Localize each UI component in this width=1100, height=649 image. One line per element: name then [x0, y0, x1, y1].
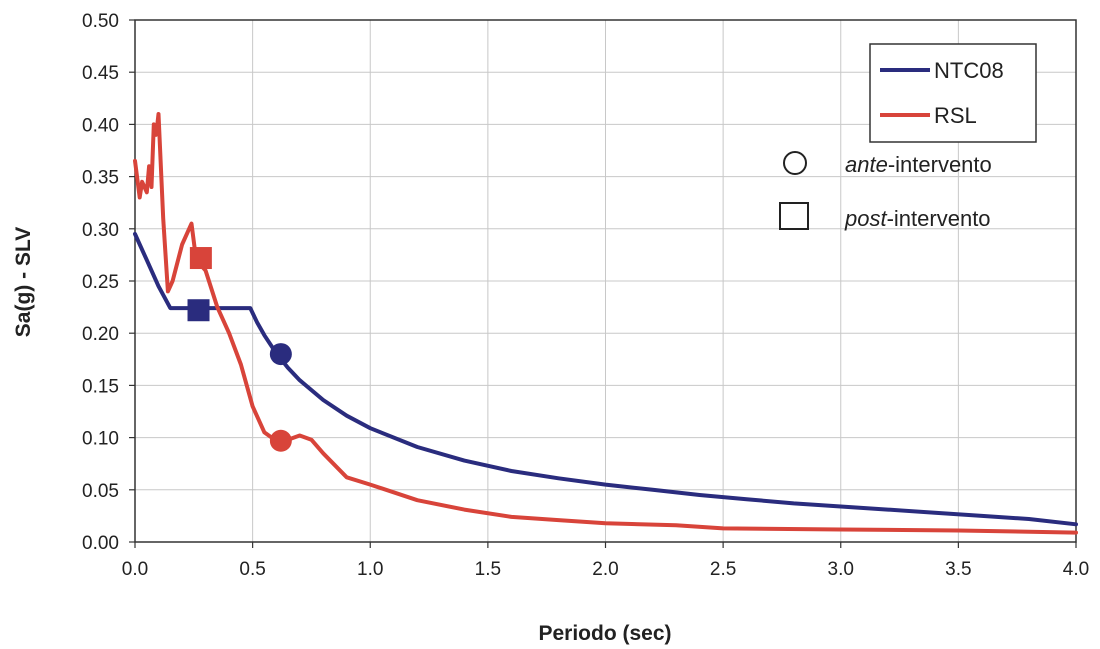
y-tick-label: 0.20 — [82, 324, 119, 345]
y-axis-ticks: 0.00 0.05 0.10 0.15 0.20 0.25 0.30 0.35 0.40 0.45… — [82, 11, 135, 554]
y-tick-label: 0.35 — [82, 168, 119, 189]
marker-legend-circle-icon — [783, 151, 807, 175]
x-tick-label: 2.0 — [592, 559, 618, 580]
marker-square-ntc08 — [187, 299, 210, 322]
y-tick-label: 0.15 — [82, 376, 119, 397]
marker-legend-post-emph: post — [844, 206, 887, 231]
y-tick-label: 0.40 — [82, 115, 119, 136]
x-tick-label: 0.0 — [122, 559, 148, 580]
x-tick-label: 3.5 — [945, 559, 971, 580]
y-tick-label: 0.00 — [82, 533, 119, 554]
legend: NTC08 RSL — [869, 43, 1037, 143]
legend-label-rsl: RSL — [934, 103, 977, 128]
x-axis-title: Periodo (sec) — [538, 622, 671, 645]
legend-label-ntc08: NTC08 — [934, 58, 1004, 83]
y-tick-label: 0.30 — [82, 220, 119, 241]
marker-legend-ante-rest: -intervento — [888, 152, 992, 177]
x-tick-label: 0.5 — [239, 559, 265, 580]
y-tick-label: 0.50 — [82, 11, 119, 32]
y-tick-label: 0.05 — [82, 481, 119, 502]
x-axis-ticks: 0.0 0.5 1.0 1.5 2.0 2.5 3.0 3.5 4.0 — [122, 542, 1089, 580]
x-tick-label: 4.0 — [1063, 559, 1089, 580]
x-tick-label: 2.5 — [710, 559, 736, 580]
marker-legend-post-rest: -intervento — [887, 206, 991, 231]
legend-box — [869, 43, 1037, 143]
marker-circle-rsl — [269, 429, 292, 452]
y-tick-label: 0.45 — [82, 63, 119, 84]
series-line-rsl — [133, 112, 1078, 535]
marker-legend-post: post-intervento — [844, 206, 991, 231]
x-tick-label: 3.0 — [828, 559, 854, 580]
y-tick-label: 0.25 — [82, 272, 119, 293]
x-tick-label: 1.5 — [475, 559, 501, 580]
x-tick-label: 1.0 — [357, 559, 383, 580]
marker-legend: ante-intervento post-intervento — [779, 151, 992, 231]
y-tick-label: 0.10 — [82, 429, 119, 450]
marker-layer — [187, 247, 292, 452]
marker-circle-ntc08 — [269, 343, 292, 366]
y-axis-title: Sa(g) - SLV — [12, 227, 35, 337]
marker-legend-ante-emph: ante — [845, 152, 888, 177]
marker-square-rsl — [189, 247, 212, 270]
marker-legend-square-icon — [779, 202, 809, 230]
marker-legend-ante: ante-intervento — [845, 152, 992, 177]
